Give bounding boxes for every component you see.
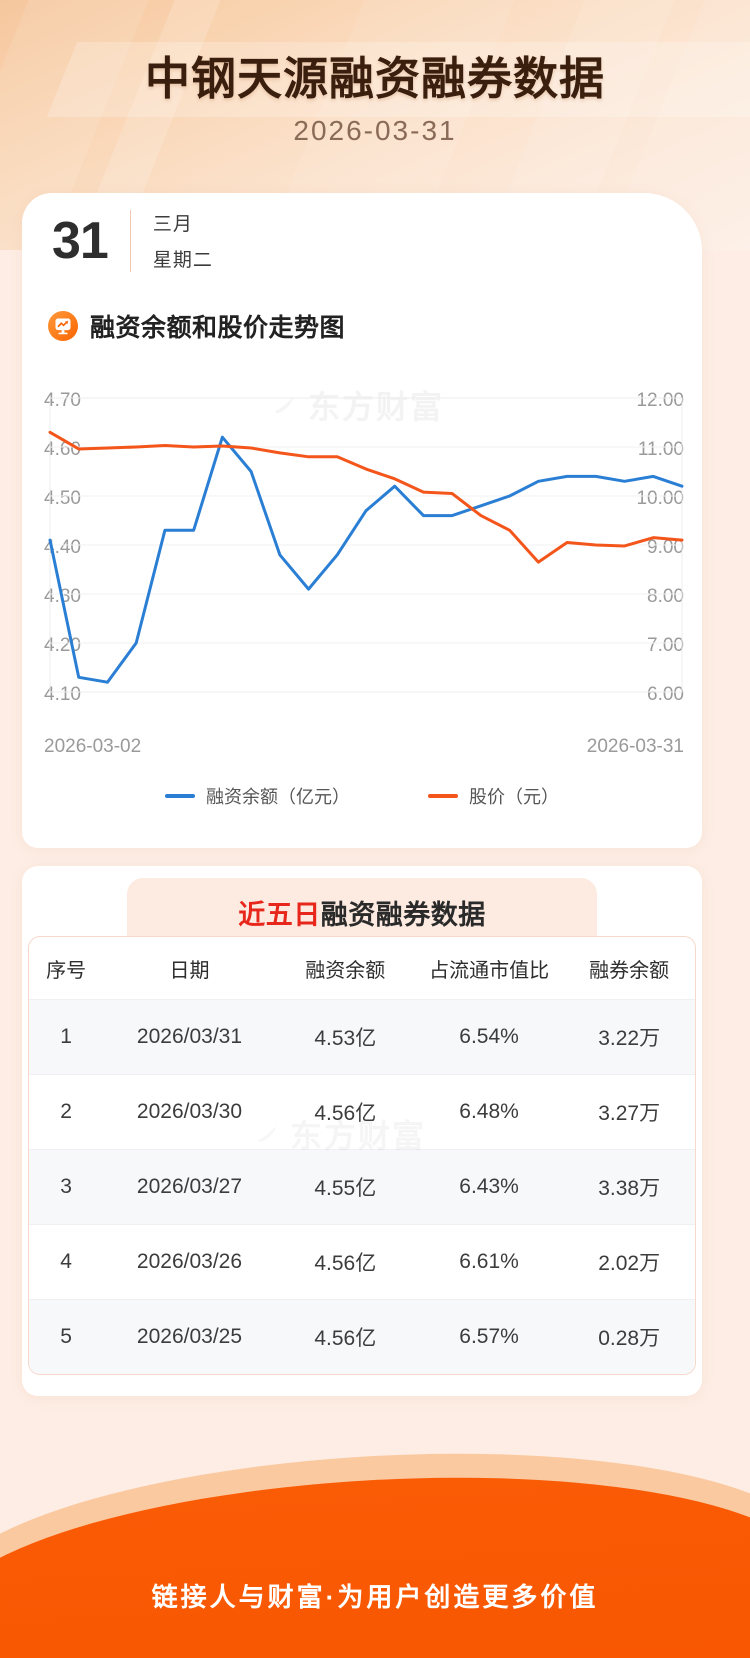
legend-item-margin-balance[interactable]: 融资余额（亿元） [165,783,350,809]
x-axis-end-label: 2026-03-31 [586,736,684,757]
y-right-tick-2: 10.00 [636,488,684,509]
footer-slogan: 链接人与财富·为用户创造更多价值 [151,1582,599,1612]
legend-label-stock-price: 股价（元） [469,787,559,807]
cell-date: 2026/03/25 [136,1325,243,1348]
chart-svg [48,397,684,693]
table-title: 近五日融资融券数据 [238,893,486,932]
cell-date: 2026/03/31 [136,1025,243,1048]
table-card: 近五日融资融券数据 序号 日期 融资余额 占流通市值比 融券余额 1 2026/… [22,866,702,1396]
cell-short: 3.38万 [598,1177,661,1200]
cell-short: 2.02万 [598,1252,661,1275]
cell-margin: 4.55亿 [314,1177,377,1200]
cell-ratio: 6.43% [459,1175,519,1198]
cell-no: 1 [60,1025,72,1048]
col-header-no: 序号 [46,959,87,982]
x-axis-start-label: 2026-03-02 [44,736,142,757]
col-header-short: 融券余额 [589,959,670,982]
cell-no: 4 [60,1250,72,1273]
legend-item-stock-price[interactable]: 股价（元） [428,783,559,809]
y-right-tick-4: 8.00 [647,586,684,607]
calendar-weekday: 星期二 [152,250,213,271]
cell-margin: 4.56亿 [314,1327,377,1350]
calendar-divider [129,209,131,272]
table-title-highlight: 近五日 [238,899,321,930]
calendar-badge: 31 三月 星期二 [52,209,213,272]
cell-ratio: 6.54% [459,1025,519,1048]
legend-label-margin-balance: 融资余额（亿元） [206,787,350,807]
col-header-date: 日期 [169,959,210,982]
table-title-rest: 融资融券数据 [320,899,486,930]
page-footer: 链接人与财富·为用户创造更多价值 [0,1398,750,1658]
col-header-margin: 融资余额 [305,959,386,982]
chart-section-header: 融资余额和股价走势图 [48,308,345,344]
table-row[interactable]: 1 2026/03/31 4.53亿 6.54% 3.22万 [29,999,695,1074]
cell-margin: 4.56亿 [314,1102,377,1125]
table-title-pill: 近五日融资融券数据 [127,878,597,946]
chart-legend: 融资余额（亿元） 股价（元） [22,783,702,809]
page-subtitle-date: 2026-03-31 [293,115,457,146]
margin-trading-table: 序号 日期 融资余额 占流通市值比 融券余额 1 2026/03/31 4.53… [28,936,696,1375]
cell-date: 2026/03/27 [136,1175,243,1198]
cell-margin: 4.53亿 [314,1027,377,1050]
y-right-tick-0: 12.00 [636,390,684,411]
y-right-tick-5: 7.00 [647,635,684,656]
cell-short: 0.28万 [598,1327,661,1350]
col-header-ratio: 占流通市值比 [429,959,550,982]
cell-margin: 4.56亿 [314,1252,377,1275]
table-row[interactable]: 2 2026/03/30 4.56亿 6.48% 3.27万 [29,1074,695,1149]
chart-monitor-icon [48,311,78,341]
legend-swatch-margin-balance [165,794,195,798]
cell-ratio: 6.61% [459,1250,519,1273]
legend-swatch-stock-price [428,794,458,798]
y-right-tick-1: 11.00 [637,439,684,460]
chart-card: 31 三月 星期二 融资余额和股价走势图 [22,193,702,848]
cell-short: 3.22万 [598,1027,661,1050]
cell-no: 2 [60,1100,72,1123]
cell-no: 3 [60,1175,72,1198]
table-row[interactable]: 4 2026/03/26 4.56亿 6.61% 2.02万 [29,1224,695,1299]
table-header-row: 序号 日期 融资余额 占流通市值比 融券余额 [29,937,695,999]
y-left-tick-0: 4.70 [44,390,81,411]
cell-short: 3.27万 [598,1102,661,1125]
y-right-tick-6: 6.00 [647,684,684,705]
cell-date: 2026/03/26 [136,1250,243,1273]
cell-date: 2026/03/30 [136,1100,243,1123]
table-row[interactable]: 3 2026/03/27 4.55亿 6.43% 3.38万 [29,1149,695,1224]
y-left-tick-6: 4.10 [44,684,81,705]
cell-ratio: 6.57% [459,1325,519,1348]
y-left-tick-2: 4.50 [44,488,81,509]
chart-section-title: 融资余额和股价走势图 [90,314,346,342]
page-title: 中钢天源融资融券数据 [144,53,605,104]
cell-no: 5 [60,1325,72,1348]
y-right-tick-3: 9.00 [647,537,684,558]
chart-plot-area: 东方财富 4.70 4.60 4.50 4.40 4.30 4.20 4.10 … [22,368,702,848]
table-row[interactable]: 5 2026/03/25 4.56亿 6.57% 0.28万 [29,1299,695,1374]
calendar-day: 31 [52,211,109,270]
cell-ratio: 6.48% [459,1100,519,1123]
calendar-month: 三月 [152,214,193,235]
